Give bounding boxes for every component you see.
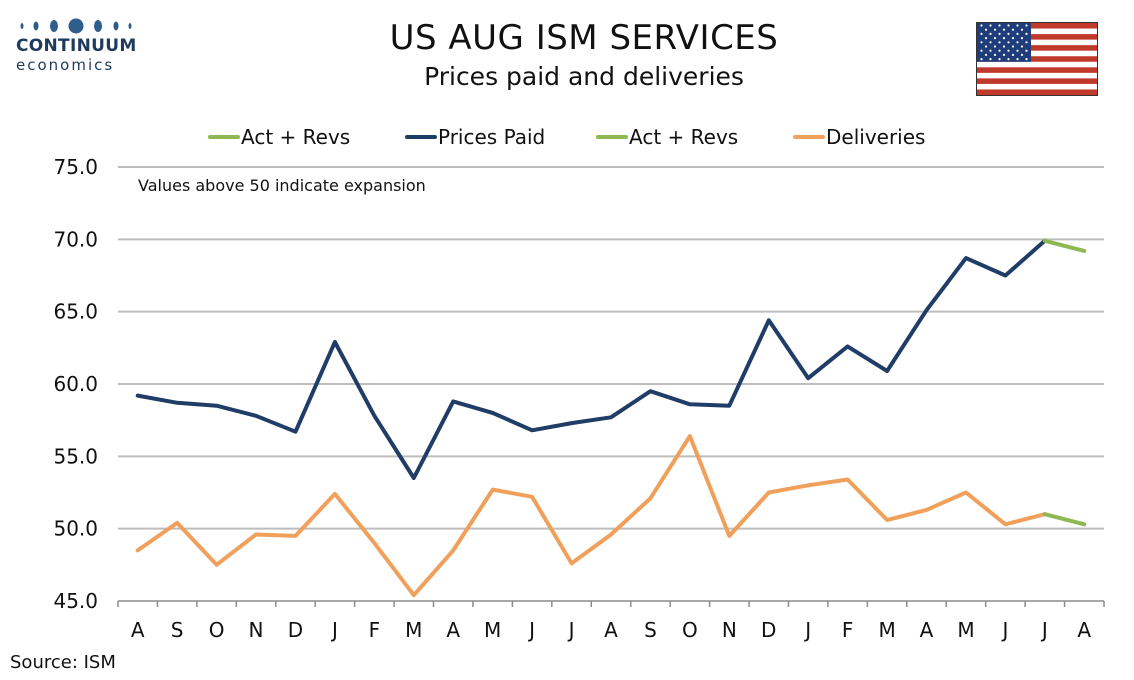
y-tick-label: 55.0 xyxy=(53,444,98,468)
series-line-deliveries xyxy=(135,434,1047,598)
x-tick-label: D xyxy=(288,618,303,642)
continuum-logo: CONTINUUM economics xyxy=(10,14,140,76)
logo-dots-icon xyxy=(20,18,132,34)
x-tick-label: O xyxy=(682,618,698,642)
x-tick-label: J xyxy=(803,618,811,642)
x-tick-label: F xyxy=(842,618,854,642)
legend-label: Act + Revs xyxy=(629,125,738,149)
x-tick-label: S xyxy=(644,618,657,642)
x-tick-label: M xyxy=(484,618,501,642)
x-tick-label: A xyxy=(1077,618,1091,642)
x-tick-label: O xyxy=(209,618,225,642)
x-tick-label: N xyxy=(249,618,264,642)
us-flag-icon xyxy=(976,22,1098,96)
y-tick-label: 70.0 xyxy=(53,227,98,251)
x-tick-label: D xyxy=(761,618,776,642)
x-tick-label: J xyxy=(567,618,575,642)
legend-label: Deliveries xyxy=(826,125,925,149)
y-tick-label: 50.0 xyxy=(53,517,98,541)
x-tick-label: S xyxy=(171,618,184,642)
x-tick-label: J xyxy=(527,618,535,642)
logo-word-economics: economics xyxy=(16,56,115,74)
x-tick-label: M xyxy=(878,618,895,642)
chart-annotation: Values above 50 indicate expansion xyxy=(138,176,426,195)
x-tick-label: A xyxy=(446,618,460,642)
chart-grid xyxy=(118,166,1104,530)
x-tick-label: A xyxy=(131,618,145,642)
series-line-act-revs xyxy=(1042,238,1087,253)
source-note: Source: ISM xyxy=(10,652,116,673)
x-tick-label: F xyxy=(369,618,381,642)
y-tick-label: 75.0 xyxy=(53,155,98,179)
x-tick-label: J xyxy=(1000,618,1008,642)
x-tick-label: J xyxy=(1040,618,1048,642)
x-tick-label: M xyxy=(957,618,974,642)
x-tick-label: A xyxy=(920,618,934,642)
chart-title: US AUG ISM SERVICES xyxy=(389,18,779,58)
x-tick-label: A xyxy=(604,618,618,642)
x-tick-label: M xyxy=(405,618,422,642)
chart-subtitle: Prices paid and deliveries xyxy=(424,62,744,91)
y-tick-label: 45.0 xyxy=(53,589,98,613)
y-tick-label: 60.0 xyxy=(53,372,98,396)
series-line-act-revs xyxy=(1042,512,1087,527)
legend-label: Prices Paid xyxy=(438,125,545,149)
logo-word-continuum: CONTINUUM xyxy=(16,36,137,56)
x-tick-label: J xyxy=(330,618,338,642)
y-axis: 45.0 50.0 55.0 60.0 65.0 70.0 75.0 xyxy=(53,155,98,613)
chart-legend: Act + Revs Prices Paid Act + Revs Deliverie… xyxy=(208,125,925,149)
x-tick-label: N xyxy=(722,618,737,642)
legend-label: Act + Revs xyxy=(241,125,350,149)
chart-series xyxy=(135,238,1087,598)
series-line-prices-paid xyxy=(135,238,1047,480)
y-tick-label: 65.0 xyxy=(53,300,98,324)
